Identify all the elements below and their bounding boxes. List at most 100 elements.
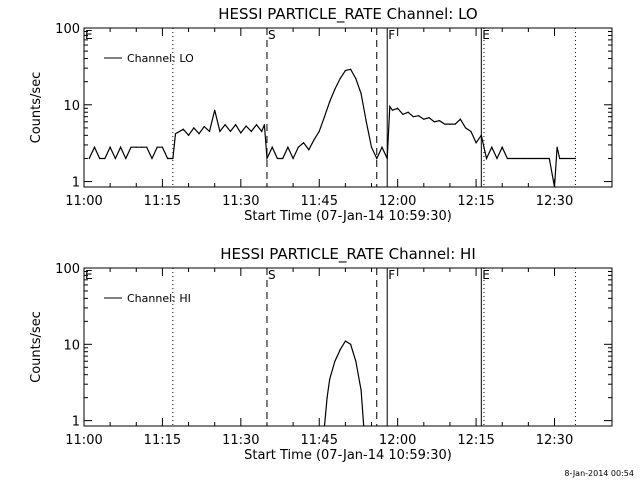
panel2-ytick-label-1: 10 <box>63 338 80 353</box>
panel2-marker-label-4: F <box>388 268 395 282</box>
panel1-series-point-59 <box>389 105 391 108</box>
panel1-series-point-68 <box>433 121 435 123</box>
panel1-series-point-70 <box>444 123 446 125</box>
panel1-series-point-36 <box>271 146 273 148</box>
panel1-marker-label-2: S <box>268 28 276 42</box>
panel1-series-point-76 <box>475 142 477 144</box>
panel1-series-point-25 <box>219 130 221 133</box>
panel1-xlabel: Start Time (07-Jan-14 10:59:30) <box>244 209 452 224</box>
panel1-ytick-label-0: 1 <box>72 176 80 191</box>
panel1-series-point-12 <box>151 157 153 160</box>
panel1-series-point-28 <box>235 124 237 126</box>
panel1-xtick-label-0: 11:00 <box>65 194 102 209</box>
panel1-series-point-61 <box>397 107 399 109</box>
panel1-series-point-90 <box>548 157 550 160</box>
panel2-series-point-3 <box>334 360 336 362</box>
panel1-series-point-74 <box>465 127 467 129</box>
panel1-series-point-18 <box>182 128 184 130</box>
panel1-series-point-63 <box>407 111 409 113</box>
panel1-series-point-46 <box>323 116 326 118</box>
panel1-series-point-47 <box>329 101 331 103</box>
panel1-series-point-7 <box>125 157 127 160</box>
panel1-series-point-0 <box>88 157 90 160</box>
panel1-series-point-42 <box>302 142 305 144</box>
panel1-series-point-77 <box>480 134 482 136</box>
panel1-series-line-0 <box>88 68 576 187</box>
panel2-xtick-label-4: 12:00 <box>379 433 416 448</box>
panel1-series-point-79 <box>491 146 493 148</box>
panel1-series-point-21 <box>198 133 200 135</box>
panel1-xtick-label-4: 12:00 <box>379 194 416 209</box>
panel2-xtick-label-2: 11:30 <box>222 433 259 448</box>
panel1-series-point-58 <box>386 157 388 160</box>
panel1-series-point-82 <box>506 157 509 160</box>
panel1-series-point-43 <box>308 149 310 151</box>
panel1-series-point-20 <box>193 127 195 129</box>
panel1-series-point-57 <box>381 146 383 148</box>
panel1-series-point-73 <box>459 118 461 120</box>
panel2-axes-box <box>83 267 613 427</box>
panel1-series-point-29 <box>240 132 242 134</box>
panel1-ytick-label-1: 10 <box>63 99 80 114</box>
panel1-series-point-78 <box>485 157 488 160</box>
panel1-series-point-41 <box>297 146 299 148</box>
panel1-series-point-26 <box>224 124 226 126</box>
panel1-series-point-10 <box>140 146 143 148</box>
panel1-series-point-22 <box>203 125 205 128</box>
panel1-series-point-81 <box>501 146 503 148</box>
panel1-series-point-80 <box>496 157 498 160</box>
panel2-xtick-label-5: 12:15 <box>457 433 494 448</box>
panel1-series-point-86 <box>527 157 529 160</box>
panel2-xlabel: Start Time (07-Jan-14 10:59:30) <box>244 448 452 463</box>
panel2-ytick-label-0: 1 <box>72 415 80 430</box>
panel1-series-point-91 <box>553 186 556 187</box>
panel1-marker-label-4: F <box>388 28 395 42</box>
panel2-series-point-4 <box>339 349 341 351</box>
panel1-series-point-14 <box>161 146 164 148</box>
panel1-series-point-51 <box>350 68 352 70</box>
panel1-series-point-94 <box>574 157 577 160</box>
panel2-series-point-1 <box>326 397 328 399</box>
panel1-series-point-1 <box>93 146 96 148</box>
panel1-series-point-33 <box>261 130 263 133</box>
panel1-series-point-24 <box>214 109 216 111</box>
panel1-series-point-3 <box>104 157 106 160</box>
panel2-marker-label-0: E <box>85 268 93 282</box>
panel2-title: HESSI PARTICLE_RATE Channel: HI <box>220 245 476 264</box>
panel1-series-point-11 <box>146 146 148 148</box>
panel2-marker-label-5: E <box>482 268 490 282</box>
panel1-series-point-19 <box>187 134 190 136</box>
panel2-series-point-8 <box>360 389 362 391</box>
panel1-series-point-32 <box>255 124 258 126</box>
panel1-series-point-75 <box>470 130 472 133</box>
panel1-marker-label-5: E <box>482 28 490 42</box>
panel1-series-point-4 <box>109 146 111 148</box>
panel1-series-point-69 <box>438 120 441 122</box>
panel1-series-point-23 <box>208 130 211 133</box>
panel1-series-point-6 <box>119 146 122 148</box>
panel1-series-point-38 <box>282 157 284 160</box>
panel1-series-point-49 <box>339 77 341 80</box>
panel1-xtick-label-6: 12:30 <box>536 194 573 209</box>
panel2-xtick-label-1: 11:15 <box>144 433 181 448</box>
panel1-series-point-83 <box>512 157 514 160</box>
panel1-series-point-60 <box>391 109 394 111</box>
panel1-series-point-56 <box>376 157 378 160</box>
panel1-series-point-2 <box>99 157 101 160</box>
panel2-series-line-0 <box>323 340 365 426</box>
panel1-series-point-5 <box>114 157 116 160</box>
panel1-title: HESSI PARTICLE_RATE Channel: LO <box>218 5 477 24</box>
panel1-series-point-85 <box>522 157 524 160</box>
panel1-series-point-16 <box>172 157 174 160</box>
panel1-series-point-44 <box>313 139 315 141</box>
panel1-series-point-35 <box>266 157 268 160</box>
panel1-series-point-89 <box>543 157 545 160</box>
panel1-marker-label-0: E <box>85 28 93 42</box>
panel2-xtick-label-0: 11:00 <box>65 433 102 448</box>
panel2-series-point-2 <box>329 378 331 380</box>
panel1-series-point-55 <box>370 146 373 148</box>
panel1-series-point-17 <box>174 133 177 135</box>
panel1-series-point-52 <box>355 77 357 80</box>
panel1-series-point-67 <box>428 117 430 119</box>
panel1-series-point-8 <box>130 146 132 148</box>
